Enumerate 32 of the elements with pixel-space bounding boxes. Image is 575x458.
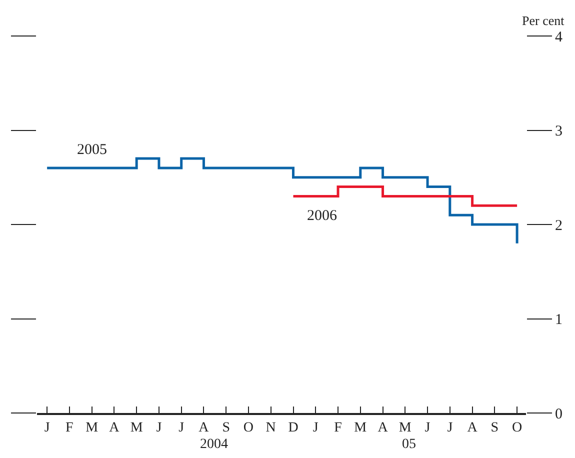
x-tick-label: J	[44, 420, 50, 436]
x-tick-label: F	[334, 420, 342, 436]
y-tick-label: 3	[555, 124, 562, 140]
x-tick-label: D	[288, 420, 298, 436]
x-tick-label: J	[424, 420, 431, 436]
x-tick-label: F	[66, 420, 74, 436]
x-tick-label: S	[222, 420, 230, 436]
x-tick-label: A	[198, 420, 210, 436]
x-tick-label: M	[130, 420, 144, 436]
x-tick-label: S	[490, 420, 499, 436]
x-tick-label: O	[243, 420, 254, 436]
x-tick-label: J	[156, 420, 162, 436]
text: 2004	[200, 437, 228, 452]
y-tick-label: 0	[555, 406, 562, 422]
y-tick-label: 1	[555, 312, 562, 328]
y-tick-label: 2	[555, 218, 562, 234]
x-tick-label: O	[512, 420, 522, 436]
x-tick-label: N	[266, 420, 276, 436]
x-tick-label: A	[109, 420, 120, 436]
x-tick-label: A	[467, 420, 478, 436]
series-label: 2006	[307, 208, 338, 224]
x-tick-label: M	[354, 420, 368, 436]
x-tick-label: J	[447, 420, 454, 436]
y-tick-label: 4	[555, 29, 563, 46]
x-tick-label: M	[398, 420, 412, 436]
y-axis-title: Per cent	[522, 13, 565, 28]
x-tick-label: J	[312, 420, 319, 436]
x-tick-label: A	[378, 420, 389, 436]
text: 05	[402, 437, 416, 452]
x-tick-label: J	[178, 420, 185, 436]
x-tick-label: M	[86, 420, 99, 436]
series-label: 2005	[77, 142, 107, 158]
